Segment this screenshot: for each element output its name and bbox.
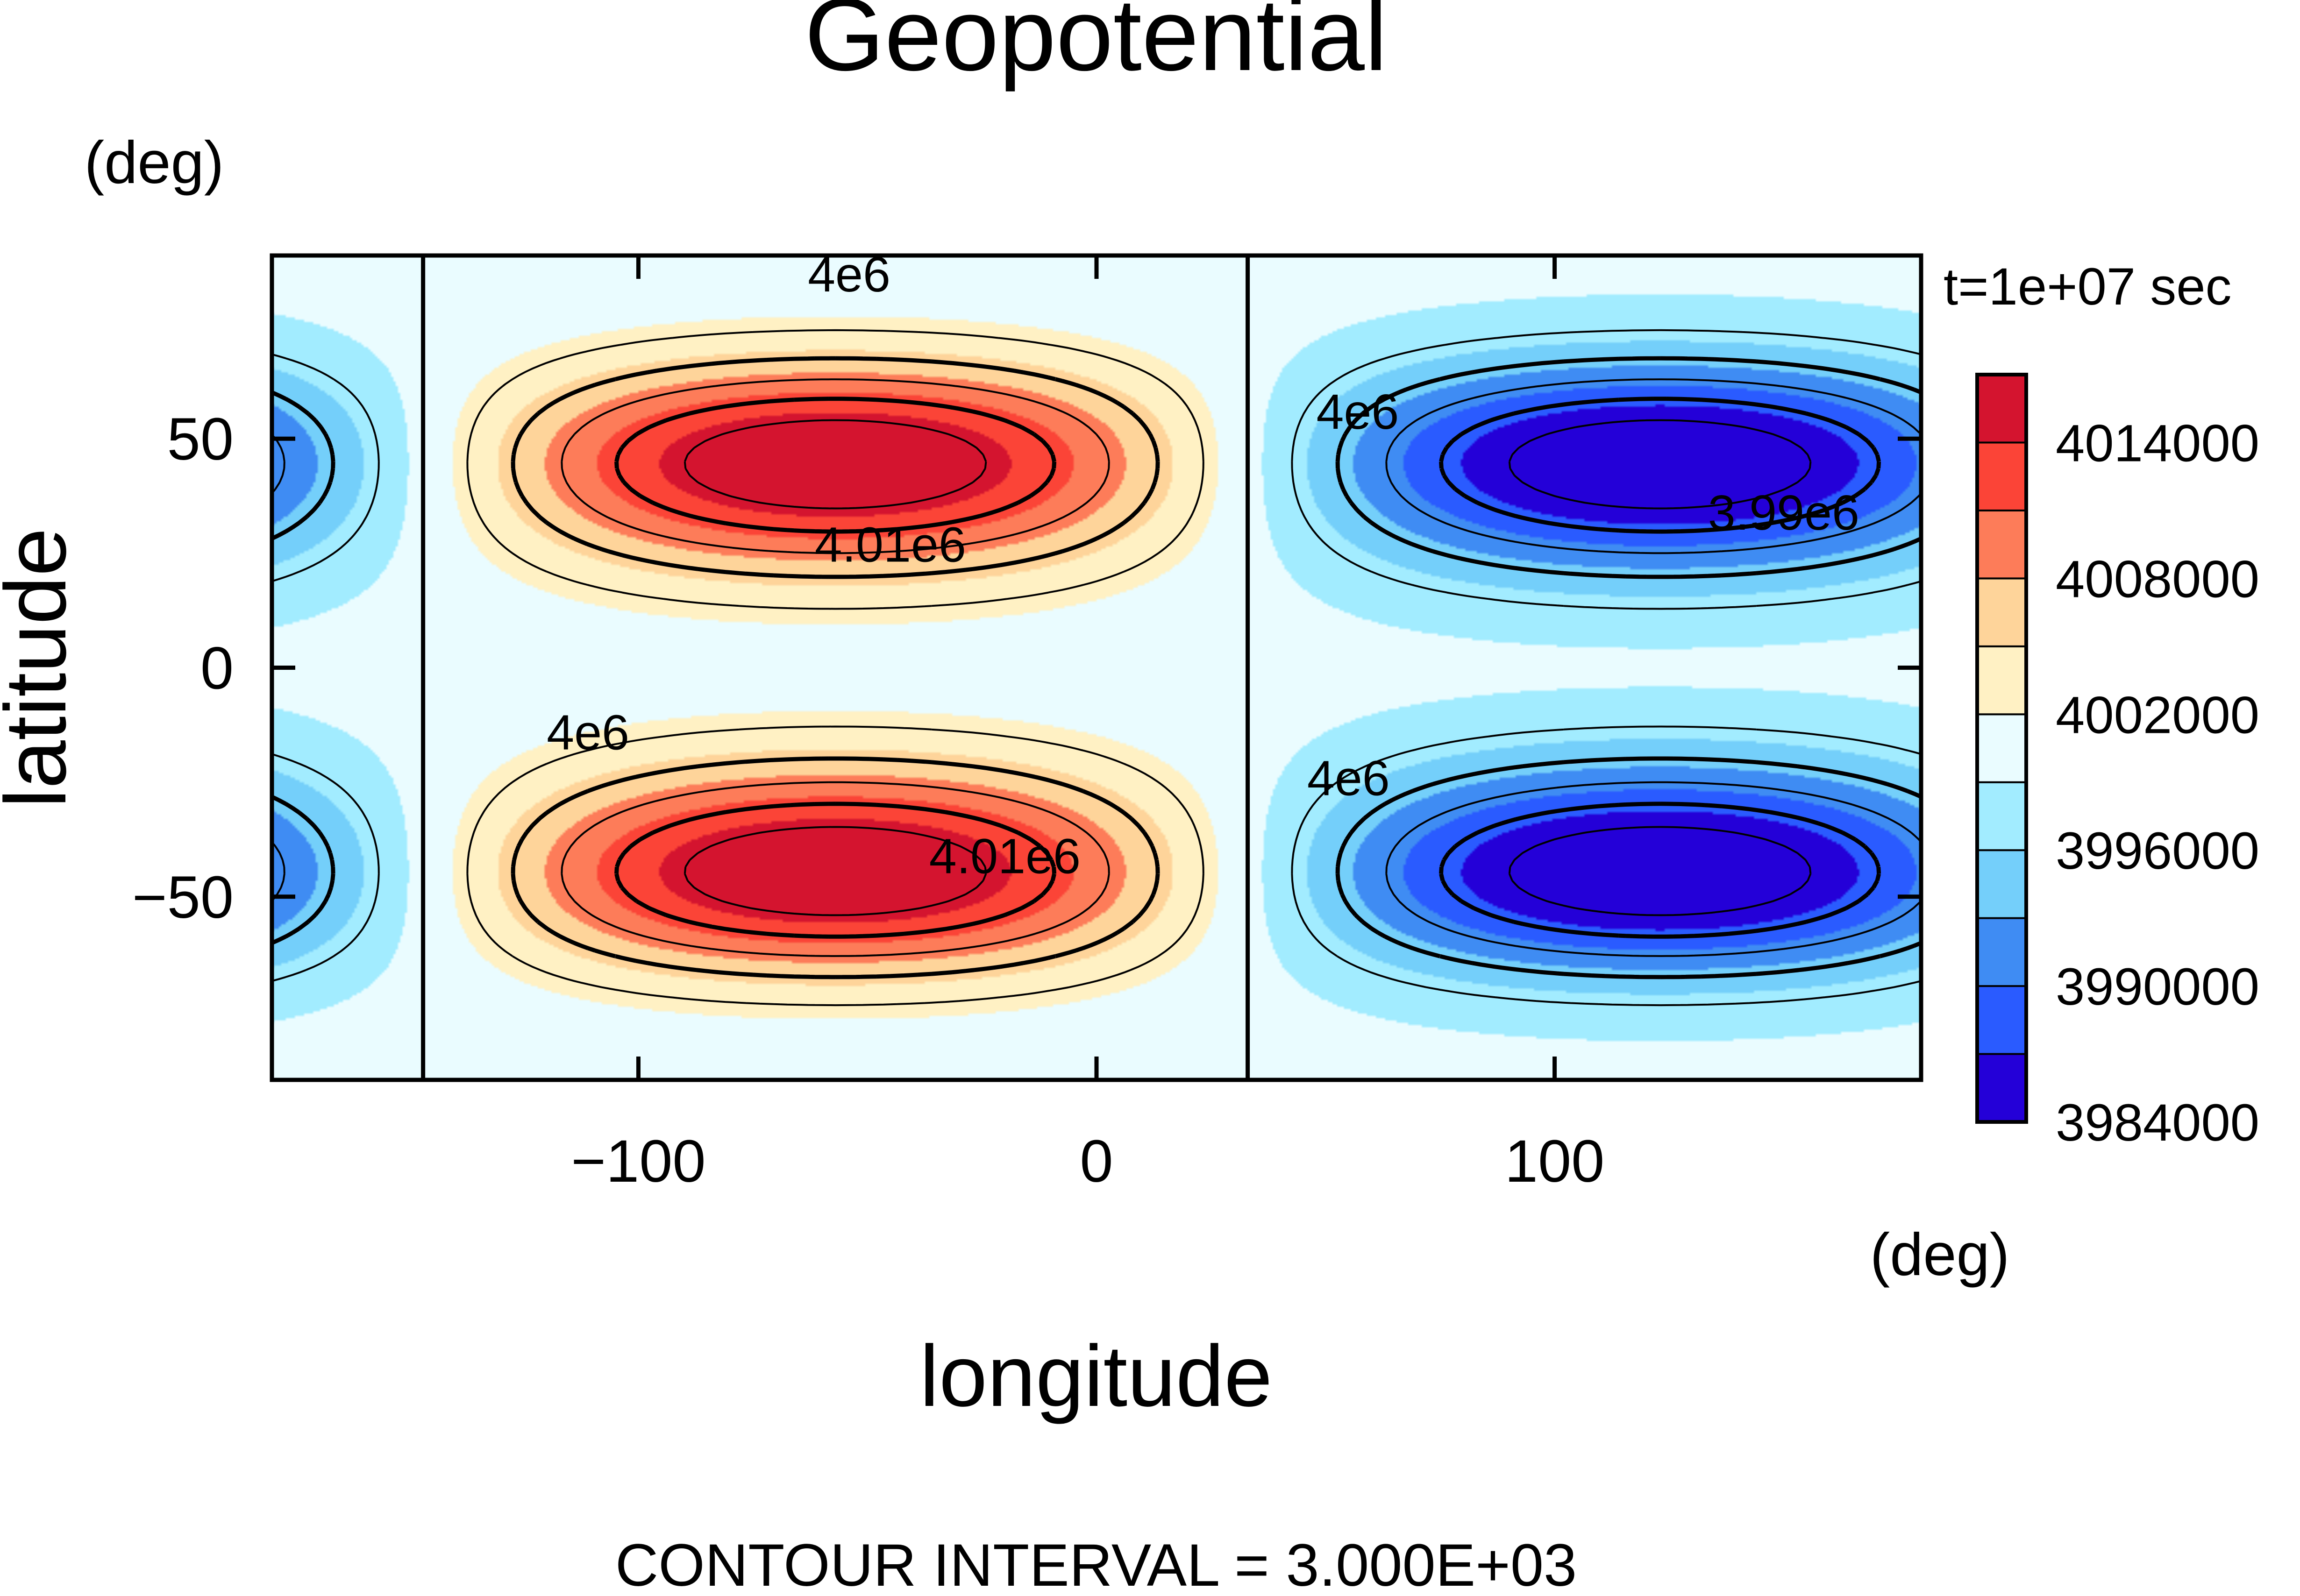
colorbar-tick-label: 4008000 (2056, 550, 2259, 608)
colorbar-tick-label: 4002000 (2056, 686, 2259, 744)
chart-title: Geopotential (805, 0, 1388, 92)
contour-line (466, 329, 1204, 1007)
x-tick-label: 100 (1505, 1128, 1605, 1195)
contour-label: 4.01e6 (929, 829, 1081, 884)
colorbar-swatch (1976, 917, 2027, 987)
contour-line (272, 378, 1921, 957)
x-tick-label: −100 (571, 1128, 705, 1195)
contour-label: 4e6 (1307, 751, 1390, 806)
colorbar-swatch (1976, 1053, 2027, 1123)
y-axis-units: (deg) (85, 129, 224, 196)
time-label: t=1e+07 sec (1944, 257, 2232, 316)
contour-label: 4e6 (1316, 384, 1399, 440)
colorbar-swatch (1976, 509, 2027, 580)
colorbar-swatch (1976, 985, 2027, 1055)
colorbar-tick-label: 3984000 (2056, 1093, 2259, 1152)
y-tick-label: 0 (200, 635, 234, 702)
contour-line (561, 378, 1110, 957)
colorbar-frame (1975, 373, 2028, 1124)
contour-line (421, 255, 1250, 1080)
contour-line (1439, 397, 1881, 939)
contour-label: 4.01e6 (815, 518, 966, 573)
contour-label: 4e6 (547, 705, 629, 760)
contour-label: 3.99e6 (1708, 485, 1859, 540)
contour-line (511, 356, 1160, 979)
colorbar-tick-label: 3996000 (2056, 822, 2259, 880)
contour-line (1508, 419, 1812, 916)
contour-interval-note: CONTOUR INTERVAL = 3.000E+03 (615, 1532, 1577, 1596)
colorbar-swatch (1976, 645, 2027, 716)
colorbar: 4014000 4008000 4002000 3996000 3990000 39840… (1975, 373, 2259, 1152)
colorbar-swatch (1976, 374, 2027, 444)
contour-line (684, 419, 987, 916)
contour-line (272, 356, 1921, 979)
y-tick-label: 50 (167, 406, 234, 473)
x-axis: −100 0 100 (571, 255, 1604, 1195)
x-axis-label: longitude (920, 1328, 1273, 1425)
colorbar-swatch (1976, 577, 2027, 647)
colorbar-swatch (1976, 781, 2027, 851)
colorbar-tick-label: 4014000 (2056, 414, 2259, 472)
contour-line (272, 329, 1921, 1007)
y-axis: −50 0 50 (132, 406, 1921, 931)
contour-line (614, 397, 1057, 939)
colorbar-tick-label: 3990000 (2056, 958, 2259, 1016)
colorbar-swatch (1976, 849, 2027, 919)
colorbar-swatch (1976, 713, 2027, 783)
colorbar-swatch (1976, 441, 2027, 511)
x-axis-units: (deg) (1870, 1221, 2010, 1288)
x-tick-label: 0 (1080, 1128, 1113, 1195)
y-axis-label: latitude (0, 528, 84, 808)
contour-lines (272, 255, 1921, 1080)
y-tick-label: −50 (132, 864, 234, 931)
